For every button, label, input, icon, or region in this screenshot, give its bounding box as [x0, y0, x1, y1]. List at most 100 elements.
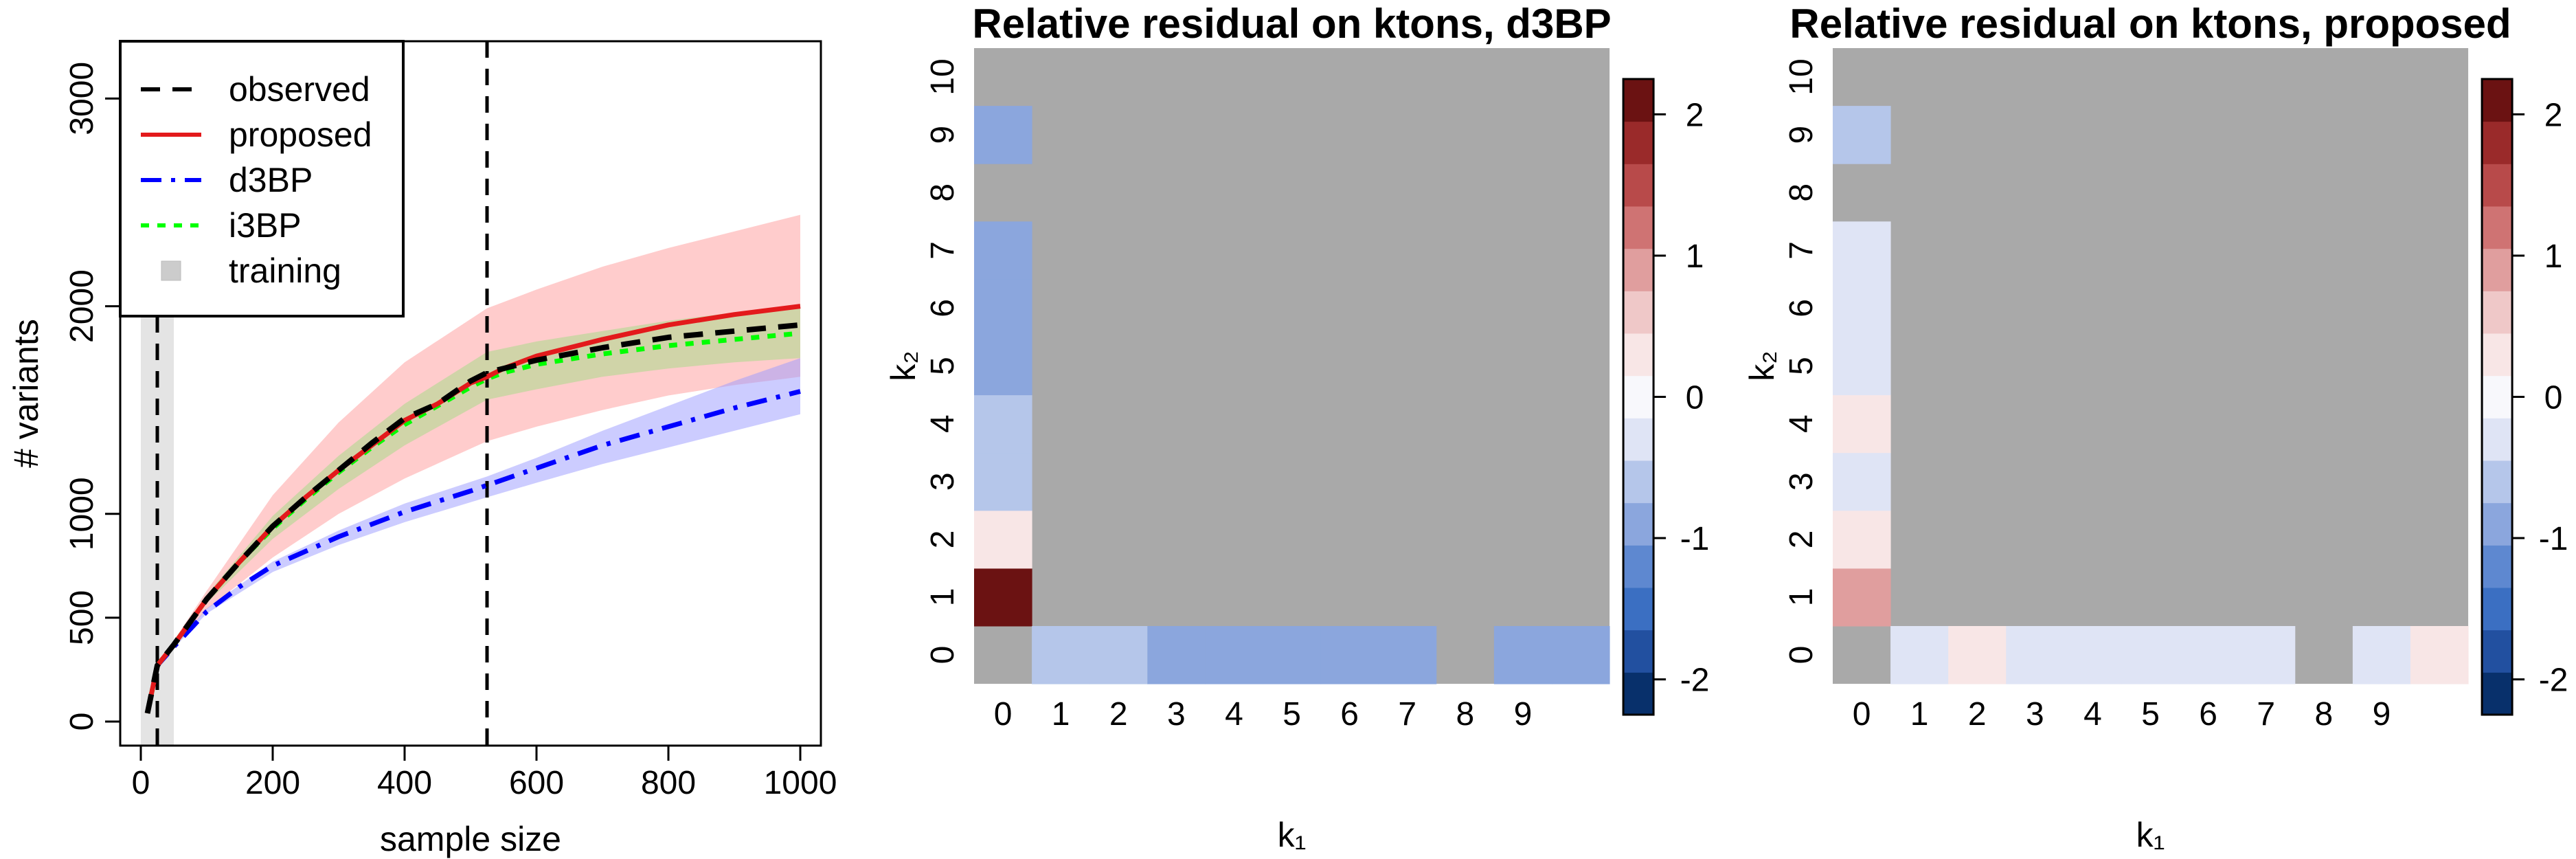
x-tick-label: 6 — [2199, 696, 2217, 733]
x-tick-label: 0 — [994, 696, 1013, 733]
colorbar-segment — [2482, 588, 2513, 631]
x-tick-label: 0 — [1853, 696, 1871, 733]
x-tick-label: 800 — [641, 765, 696, 801]
heatmap-cell — [1147, 626, 1206, 684]
x-tick-label: 9 — [2373, 696, 2391, 733]
x-tick-label: 9 — [1514, 696, 1533, 733]
y-tick-label: 3000 — [64, 62, 100, 135]
series-d3BP — [145, 389, 801, 714]
x-tick-label: 5 — [2141, 696, 2160, 733]
x-tick-label: 7 — [2257, 696, 2275, 733]
x-tick-label: 3 — [2026, 696, 2044, 733]
y-tick-label: 0 — [1783, 646, 1820, 665]
colorbar-tick-label: 0 — [2544, 380, 2563, 416]
colorbar-tick-label: -1 — [2539, 521, 2568, 557]
y-tick-label: 10 — [1783, 58, 1820, 95]
x-tick-label: 4 — [1225, 696, 1243, 733]
y-tick-label: 500 — [64, 590, 100, 645]
colorbar-segment — [2482, 545, 2513, 588]
x-tick-label: 7 — [1398, 696, 1416, 733]
legend-label-d3BP: d3BP — [229, 161, 313, 199]
legend: observed proposed d3BP i3BP training — [119, 40, 405, 317]
colorbar-segment — [1623, 629, 1654, 673]
colorbar-tick-label: 2 — [2544, 97, 2563, 133]
y-tick-label: 10 — [925, 58, 961, 95]
heatmap-cell — [974, 279, 1032, 337]
legend-label-proposed: proposed — [229, 115, 372, 154]
y-tick-label: 7 — [925, 241, 961, 260]
heatmap-cell — [1833, 452, 1891, 511]
y-tick-label: 8 — [925, 183, 961, 202]
colorbar-segment — [2482, 629, 2513, 673]
heatmap-cell — [2064, 626, 2122, 684]
heatmap-cell — [1833, 221, 1891, 280]
x-axis-title: k₁ — [1278, 816, 1307, 854]
y-tick-label: 3 — [925, 472, 961, 491]
y-tick-label: 4 — [925, 414, 961, 433]
heatmap-cell — [1948, 626, 2007, 684]
heatmap-cell — [1493, 626, 1552, 684]
x-tick-label: 5 — [1283, 696, 1301, 733]
plot-frame — [119, 40, 822, 747]
colorbar-segment — [2482, 248, 2513, 291]
y-tick-label: 5 — [1783, 357, 1820, 375]
heatmap-cell — [974, 337, 1032, 396]
heatmap-cell — [2179, 626, 2238, 684]
y-tick-label: 4 — [1783, 414, 1820, 433]
heatmap-cell — [2121, 626, 2180, 684]
colorbar-segment — [2482, 502, 2513, 546]
colorbar-tick-label: -2 — [1680, 662, 1710, 699]
y-axis-title: # variants — [7, 319, 45, 468]
y-tick-label: 2 — [925, 530, 961, 548]
colorbar-segment — [2482, 672, 2513, 715]
y-tick-label: 1 — [1783, 588, 1820, 607]
heatmap-cell — [1833, 394, 1891, 454]
heatmap-cell — [1833, 279, 1891, 337]
y-tick-label: 2 — [1783, 530, 1820, 548]
heatmap-cell — [1089, 626, 1148, 684]
y-tick-label: 0 — [925, 646, 961, 665]
colorbar-segment — [2482, 79, 2513, 122]
heatmap-cell — [2006, 626, 2064, 684]
series-observed — [144, 322, 801, 714]
colorbar-segment — [1623, 121, 1654, 164]
colorbar-segment — [1623, 291, 1654, 334]
x-tick-label: 4 — [2083, 696, 2102, 733]
heatmap-cell — [1833, 568, 1891, 627]
heatmap-cell — [1320, 626, 1379, 684]
colorbar-segment — [1623, 460, 1654, 504]
y-tick-label: 6 — [1783, 299, 1820, 317]
colorbar-segment — [1623, 248, 1654, 291]
colorbar-segment — [1623, 545, 1654, 588]
y-tick-label: 0 — [64, 713, 100, 731]
colorbar-segment — [2482, 460, 2513, 504]
y-axis-title: k₂ — [884, 350, 923, 381]
heatmap-cell — [1263, 626, 1322, 684]
line-chart-axes: 0 200 400 600 800 1000 0 500 1000 2000 3000 sample … — [7, 40, 837, 858]
heatmap-cell — [974, 510, 1032, 569]
heatmap-cell — [974, 394, 1032, 454]
heatmap-cell — [1833, 106, 1891, 164]
colorbar-segment — [2482, 333, 2513, 377]
x-tick-label: 400 — [377, 765, 432, 801]
heatmap-title: Relative residual on ktons, d3BP — [972, 1, 1611, 47]
x-tick-label: 2 — [1968, 696, 1987, 733]
x-tick-label: 1000 — [764, 765, 837, 801]
y-tick-label: 7 — [1783, 241, 1820, 260]
x-axis-title: sample size — [380, 820, 561, 858]
colorbar-segment — [2482, 206, 2513, 249]
x-tick-label: 8 — [2314, 696, 2333, 733]
heatmap-cell — [1890, 626, 1949, 684]
colorbar-segment — [1623, 418, 1654, 461]
colorbar-segment — [1623, 206, 1654, 249]
colorbar-segment — [1623, 164, 1654, 207]
series-lines — [144, 304, 801, 714]
colorbar-segment — [2482, 121, 2513, 164]
colorbar-segment — [1623, 333, 1654, 377]
heatmap-cell — [974, 221, 1032, 280]
x-tick-label: 8 — [1456, 696, 1474, 733]
heatmap-cell — [1552, 626, 1610, 684]
x-tick-label: 3 — [1167, 696, 1186, 733]
legend-label-i3BP: i3BP — [229, 206, 302, 245]
